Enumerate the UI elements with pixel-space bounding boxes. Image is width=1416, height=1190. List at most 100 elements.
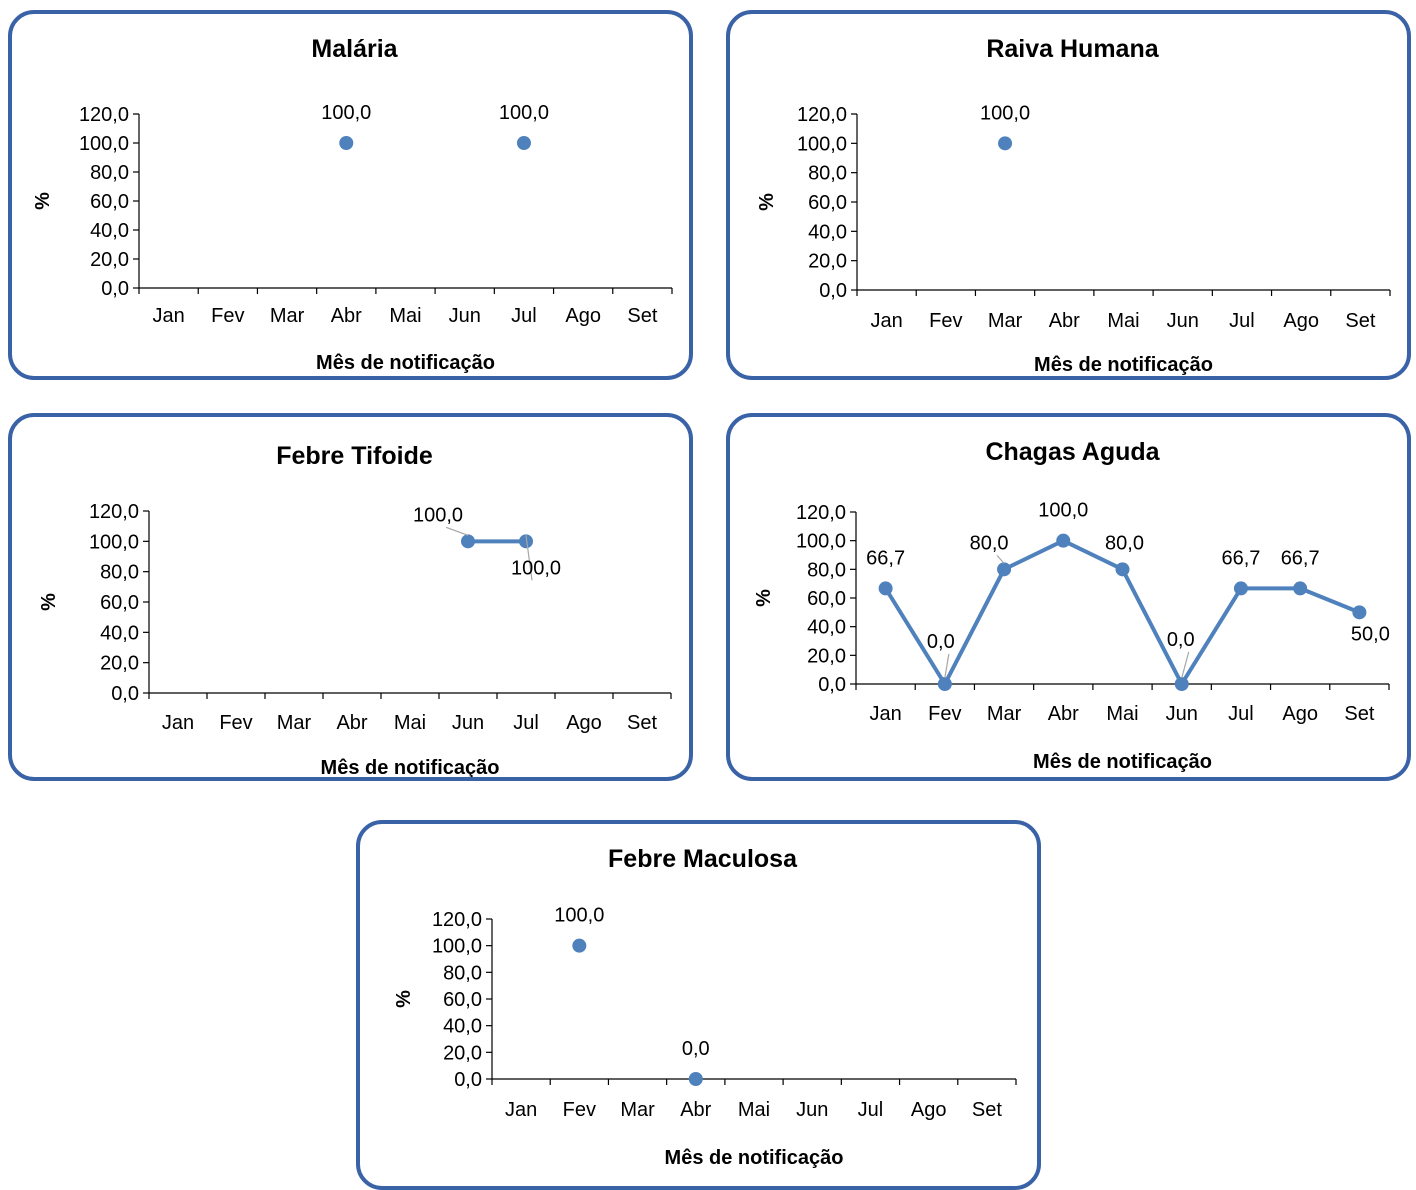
y-tick-label: 80,0 xyxy=(443,962,482,984)
y-axis-title: % xyxy=(756,193,778,211)
chart-febre-maculosa: Febre Maculosa 0,0 20,0 40,0 60,0 80,0 100,0 12… xyxy=(393,845,1017,1169)
x-tick-label: Mai xyxy=(738,1099,770,1121)
chart-panel-chagas-aguda: Chagas Aguda 0,0 20,0 40,0 60,0 80,0 100,0 120,… xyxy=(726,413,1411,781)
x-tick-label: Fev xyxy=(563,1099,596,1121)
y-tick-label: 100,0 xyxy=(79,133,129,155)
chart-panel-febre-tifoide: Febre Tifoide 0,0 20,0 40,0 60,0 80,0 100,0 120… xyxy=(8,413,693,781)
chart-title: Malária xyxy=(311,35,398,63)
data-point xyxy=(688,1072,703,1086)
x-tick-label: Ago xyxy=(565,305,601,327)
data-point xyxy=(516,136,531,150)
data-point xyxy=(998,136,1013,151)
data-label: 100,0 xyxy=(980,102,1030,124)
data-point xyxy=(997,562,1012,577)
series-line-segment xyxy=(1179,586,1243,686)
x-tick-label: Set xyxy=(1345,310,1375,332)
y-tick-label: 0,0 xyxy=(819,280,847,302)
data-label-leader xyxy=(1181,651,1190,679)
y-tick-label: 60,0 xyxy=(443,989,482,1011)
x-axis-title: Mês de notificação xyxy=(1034,354,1213,376)
series-line-segment xyxy=(1298,586,1362,615)
series-line-segment xyxy=(883,586,947,686)
x-tick-label: Abr xyxy=(680,1099,711,1121)
x-axis-title: Mês de notificação xyxy=(1033,751,1212,773)
x-tick-label: Ago xyxy=(566,712,602,734)
chart-title: Raiva Humana xyxy=(986,35,1159,63)
x-tick-label: Fev xyxy=(211,305,244,327)
data-point xyxy=(1056,533,1071,548)
x-tick-label: Mar xyxy=(277,712,312,734)
x-tick-label: Mar xyxy=(987,703,1022,725)
x-axis-title: Mês de notificação xyxy=(316,352,495,374)
x-axis-title: Mês de notificação xyxy=(665,1147,844,1169)
y-tick-label: 40,0 xyxy=(808,221,847,243)
data-point xyxy=(461,534,475,549)
x-tick-label: Jul xyxy=(1228,703,1254,725)
x-tick-label: Fev xyxy=(928,703,961,725)
x-tick-label: Set xyxy=(972,1099,1002,1121)
chart-malaria: Malária 0,0 20,0 40,0 60,0 80,0 100,0 120,0 Jan F… xyxy=(32,35,673,374)
data-point xyxy=(1293,581,1308,596)
y-tick-label: 40,0 xyxy=(90,220,129,242)
y-tick-label: 0,0 xyxy=(111,683,139,705)
y-tick-label: 40,0 xyxy=(100,622,139,644)
x-tick-label: Jun xyxy=(1166,703,1198,725)
y-tick-label: 60,0 xyxy=(807,588,846,610)
y-tick-label: 60,0 xyxy=(100,592,139,614)
y-tick-label: 120,0 xyxy=(796,502,846,524)
y-tick-label: 0,0 xyxy=(101,278,129,300)
chart-title: Febre Maculosa xyxy=(608,845,798,873)
data-point xyxy=(572,938,587,953)
y-tick-label: 20,0 xyxy=(90,249,129,271)
data-label: 100,0 xyxy=(1038,500,1088,522)
y-tick-label: 40,0 xyxy=(443,1016,482,1038)
x-tick-label: Mai xyxy=(1107,310,1139,332)
x-tick-label: Fev xyxy=(929,310,962,332)
x-axis-title: Mês de notificação xyxy=(321,757,500,779)
chart-chagas-aguda: Chagas Aguda 0,0 20,0 40,0 60,0 80,0 100,0 120,… xyxy=(753,438,1390,773)
x-tick-label: Jan xyxy=(505,1099,537,1121)
x-tick-label: Jul xyxy=(513,712,539,734)
y-axis-title: % xyxy=(393,990,415,1008)
x-tick-label: Jan xyxy=(152,305,184,327)
data-label: 0,0 xyxy=(682,1038,710,1060)
y-tick-label: 20,0 xyxy=(100,653,139,675)
x-tick-label: Ago xyxy=(1283,310,1319,332)
data-label: 66,7 xyxy=(866,547,905,569)
x-tick-label: Mar xyxy=(988,310,1023,332)
data-label: 100,0 xyxy=(321,102,371,124)
data-label: 100,0 xyxy=(511,557,561,579)
chart-raiva-humana: Raiva Humana 0,0 20,0 40,0 60,0 80,0 100,0 120,… xyxy=(756,35,1391,376)
x-tick-label: Set xyxy=(627,305,657,327)
data-point xyxy=(1352,605,1367,620)
y-tick-label: 80,0 xyxy=(90,162,129,184)
y-tick-label: 80,0 xyxy=(808,163,847,185)
x-tick-label: Set xyxy=(1344,703,1374,725)
data-label: 100,0 xyxy=(554,905,604,927)
x-tick-label: Abr xyxy=(1049,310,1080,332)
x-tick-label: Abr xyxy=(331,305,362,327)
data-label: 66,7 xyxy=(1281,547,1320,569)
x-tick-label: Jun xyxy=(1167,310,1199,332)
y-tick-label: 0,0 xyxy=(454,1069,482,1091)
y-axis-title: % xyxy=(32,192,54,210)
data-label: 0,0 xyxy=(1167,629,1195,651)
chart-title: Febre Tifoide xyxy=(276,442,433,470)
y-tick-label: 100,0 xyxy=(797,133,847,155)
y-tick-label: 120,0 xyxy=(432,909,482,931)
y-axis-title: % xyxy=(753,589,775,607)
y-tick-label: 100,0 xyxy=(432,936,482,958)
x-tick-label: Set xyxy=(627,712,657,734)
data-label: 100,0 xyxy=(413,504,463,526)
y-tick-label: 60,0 xyxy=(808,192,847,214)
data-label: 80,0 xyxy=(1105,532,1144,554)
chart-panel-raiva-humana: Raiva Humana 0,0 20,0 40,0 60,0 80,0 100,0 120,… xyxy=(726,10,1411,380)
data-point xyxy=(519,534,533,549)
data-label-leader xyxy=(445,526,469,536)
data-label-leader xyxy=(525,535,533,581)
x-tick-label: Abr xyxy=(1048,703,1079,725)
data-label: 0,0 xyxy=(927,631,955,653)
x-tick-label: Mar xyxy=(620,1099,655,1121)
y-tick-label: 20,0 xyxy=(807,645,846,667)
data-label: 66,7 xyxy=(1221,547,1260,569)
